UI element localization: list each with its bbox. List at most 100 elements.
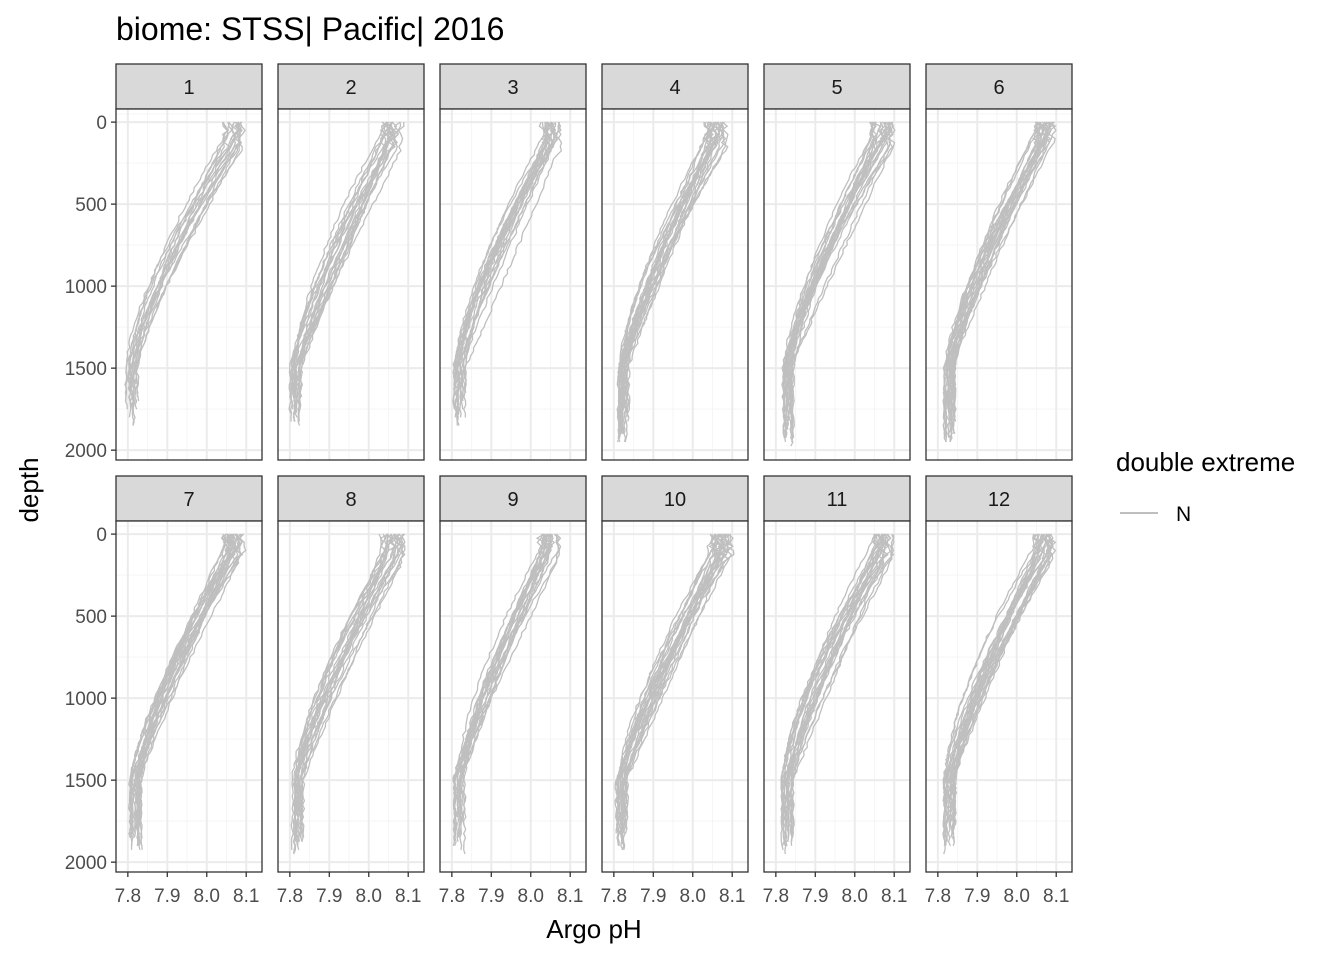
facet-strip — [601, 63, 749, 110]
x-tick-label: 7.8 — [601, 886, 627, 907]
x-tick-label: 7.9 — [154, 886, 180, 907]
profile-line — [294, 122, 394, 406]
x-tick-label: 8.0 — [680, 886, 706, 907]
x-tick-label: 7.8 — [763, 886, 789, 907]
profile-line — [787, 533, 886, 842]
facet-strip — [115, 475, 263, 522]
x-tick-label: 8.0 — [518, 886, 544, 907]
panel-background — [116, 109, 262, 460]
facet-strip-label: 8 — [345, 489, 356, 511]
panel-border — [277, 108, 425, 461]
panel-border — [925, 520, 1073, 873]
x-axis-title: Argo pH — [546, 914, 641, 944]
facet-strip-label: 4 — [669, 77, 680, 99]
facet-panel-7: 7 0 500 1000 1500 2000 7.8 7.9 8.0 8.1 — [65, 475, 263, 907]
y-tick-label: 1500 — [65, 359, 107, 380]
facet-strip-label: 3 — [507, 77, 518, 99]
panel-border — [439, 108, 587, 461]
facet-panel-1: 1 0 500 1000 1500 2000 — [65, 63, 263, 462]
y-axis-title: depth — [14, 457, 44, 522]
profile-lines — [942, 533, 1057, 855]
profile-line — [619, 122, 712, 434]
x-tick-label: 8.1 — [719, 886, 745, 907]
panel-border — [925, 108, 1073, 461]
facet-strip-label: 12 — [988, 489, 1010, 511]
profile-line — [943, 533, 1045, 822]
facet-panel-6: 6 — [925, 63, 1073, 461]
profile-line — [626, 121, 711, 422]
facet-panel-3: 3 — [439, 63, 587, 461]
profile-line — [130, 533, 232, 830]
profile-lines — [288, 121, 405, 426]
facet-strip-label: 6 — [993, 77, 1004, 99]
profile-line — [620, 122, 712, 410]
profile-line — [135, 121, 243, 402]
x-tick-label: 8.1 — [1043, 886, 1069, 907]
legend-label-n: N — [1176, 503, 1191, 526]
profile-line — [132, 121, 233, 398]
x-tick-label: 7.8 — [115, 886, 141, 907]
panel-background — [278, 109, 424, 460]
facet-strip — [277, 475, 425, 522]
profile-line — [290, 533, 387, 850]
profile-lines — [614, 533, 735, 851]
profile-lines — [128, 533, 247, 851]
profile-line — [951, 534, 1053, 846]
facet-panel-10: 10 7.8 7.9 8.0 8.1 — [601, 475, 749, 907]
facet-strip-label: 11 — [827, 489, 848, 511]
facet-panel-12: 12 7.8 7.9 8.0 8.1 — [925, 475, 1073, 907]
y-tick-label: 1500 — [65, 771, 107, 792]
profile-line — [299, 533, 406, 842]
profile-line — [620, 121, 729, 434]
profile-lines — [124, 121, 246, 426]
panel-border — [601, 520, 749, 873]
facet-panel-8: 8 7.8 7.9 8.0 8.1 — [277, 475, 425, 907]
profile-line — [456, 121, 549, 418]
x-tick-label: 8.0 — [1004, 886, 1030, 907]
profile-line — [953, 533, 1054, 822]
profile-line — [136, 533, 233, 822]
profile-line — [783, 121, 881, 443]
facet-panel-11: 11 7.8 7.9 8.0 8.1 — [763, 475, 911, 907]
facet-strip-label: 5 — [831, 77, 842, 99]
x-tick-label: 7.9 — [964, 886, 990, 907]
profile-line — [622, 121, 722, 410]
y-tick-label: 1000 — [65, 689, 107, 710]
profile-lines — [616, 121, 729, 443]
profile-line — [293, 534, 405, 838]
x-tick-label: 7.9 — [478, 886, 504, 907]
panel-border — [763, 108, 911, 461]
x-tick-label: 7.9 — [640, 886, 666, 907]
facet-strip-label: 10 — [664, 489, 686, 511]
x-tick-label: 8.0 — [842, 886, 868, 907]
facet-strip — [925, 475, 1073, 522]
profile-line — [292, 122, 405, 422]
panel-background — [440, 109, 586, 460]
facet-strip — [763, 63, 911, 110]
facet-strip-label: 1 — [183, 77, 194, 99]
legend: double extreme N — [1116, 447, 1295, 526]
profile-line — [624, 533, 730, 818]
facet-panel-9: 9 7.8 7.9 8.0 8.1 — [439, 475, 587, 907]
x-tick-label: 7.8 — [277, 886, 303, 907]
chart-title: biome: STSS| Pacific| 2016 — [116, 11, 504, 47]
profile-lines — [942, 121, 1057, 443]
x-tick-label: 7.8 — [925, 886, 951, 907]
profile-line — [294, 121, 394, 418]
facet-strip-label: 2 — [345, 77, 356, 99]
x-tick-label: 8.1 — [881, 886, 907, 907]
profile-line — [949, 121, 1039, 443]
facet-panel-5: 5 — [763, 63, 911, 461]
x-tick-label: 7.8 — [439, 886, 465, 907]
y-tick-label: 0 — [96, 113, 107, 134]
profile-line — [621, 533, 721, 834]
facet-strip — [925, 63, 1073, 110]
profile-line — [134, 121, 241, 389]
x-tick-label: 8.0 — [356, 886, 382, 907]
profile-line — [787, 121, 877, 414]
profile-line — [789, 534, 895, 842]
profile-lines — [452, 121, 563, 426]
profile-line — [950, 121, 1057, 426]
profile-line — [782, 121, 895, 418]
